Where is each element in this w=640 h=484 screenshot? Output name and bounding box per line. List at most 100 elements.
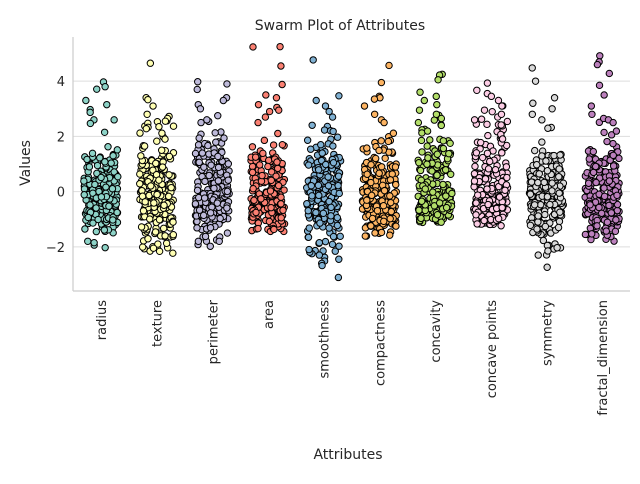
data-point	[386, 215, 394, 223]
data-point	[539, 236, 548, 245]
data-point	[367, 161, 375, 169]
data-point	[304, 233, 313, 241]
data-point	[272, 172, 280, 180]
data-point	[497, 121, 505, 129]
data-point	[613, 191, 621, 200]
data-point	[113, 146, 122, 154]
data-point	[470, 116, 479, 124]
data-point	[417, 136, 426, 145]
data-point	[219, 96, 228, 105]
data-point	[433, 100, 441, 109]
data-point	[470, 177, 479, 185]
data-point	[324, 173, 332, 181]
x-tick-label: radius	[95, 300, 110, 340]
data-point	[334, 172, 343, 180]
data-point	[97, 193, 106, 201]
data-point	[277, 62, 285, 70]
data-point	[609, 151, 617, 160]
data-point	[538, 152, 546, 160]
data-point	[316, 219, 324, 227]
data-point	[437, 114, 446, 123]
data-point	[429, 188, 437, 196]
data-point	[333, 133, 342, 141]
data-point	[434, 76, 442, 84]
data-point	[108, 185, 117, 193]
data-point	[204, 141, 212, 150]
data-point	[260, 136, 269, 145]
data-point	[249, 43, 257, 51]
data-point	[206, 209, 215, 217]
data-point	[480, 106, 489, 114]
data-point	[491, 165, 500, 174]
x-tick-label: concavity	[429, 300, 444, 363]
data-point	[92, 227, 101, 236]
data-point	[195, 206, 204, 214]
data-point	[602, 227, 610, 235]
data-point	[103, 100, 111, 109]
data-point	[495, 193, 504, 201]
data-point	[593, 222, 601, 230]
data-point	[249, 184, 257, 193]
data-point	[158, 163, 167, 171]
data-point	[321, 237, 330, 246]
data-point	[478, 153, 487, 162]
data-point	[88, 149, 97, 158]
data-point	[587, 102, 596, 110]
data-point	[191, 200, 200, 208]
data-point	[333, 221, 342, 230]
data-point	[392, 180, 400, 189]
data-point	[389, 129, 398, 137]
data-point	[439, 180, 447, 189]
data-point	[160, 201, 168, 209]
data-point	[254, 118, 262, 127]
data-point	[216, 214, 224, 223]
data-point	[320, 126, 329, 134]
data-point	[264, 162, 272, 171]
data-point	[483, 120, 491, 129]
data-point	[544, 124, 552, 132]
data-point	[543, 193, 552, 201]
data-point	[138, 243, 147, 251]
data-point	[497, 110, 506, 119]
data-point	[136, 129, 144, 137]
series-symmetry	[525, 64, 568, 271]
data-point	[277, 214, 285, 222]
data-point	[471, 162, 479, 171]
data-point	[203, 116, 211, 124]
data-point	[483, 79, 492, 87]
data-point	[195, 193, 203, 202]
data-point	[335, 92, 343, 100]
data-point	[600, 128, 608, 137]
data-point	[586, 201, 594, 209]
data-point	[600, 184, 608, 192]
data-point	[305, 224, 313, 232]
data-point	[266, 187, 275, 195]
data-point	[380, 186, 389, 195]
axes-frame	[72, 37, 630, 292]
data-point	[335, 189, 343, 198]
data-point	[267, 203, 275, 212]
data-point	[501, 186, 509, 194]
data-point	[104, 143, 112, 151]
data-point	[437, 218, 445, 226]
data-point	[97, 173, 105, 182]
data-point	[197, 118, 205, 127]
data-point	[494, 214, 503, 223]
data-point	[448, 189, 456, 198]
data-point	[435, 199, 444, 207]
data-point	[377, 163, 386, 171]
data-point	[476, 138, 485, 147]
data-point	[153, 137, 161, 145]
data-point	[193, 85, 201, 94]
data-point	[327, 212, 335, 220]
data-point	[309, 56, 317, 64]
data-point	[86, 108, 94, 117]
data-point	[494, 96, 503, 105]
data-point	[538, 116, 546, 124]
data-point	[162, 239, 171, 248]
data-point	[259, 149, 267, 158]
data-point	[308, 192, 316, 200]
data-point	[415, 206, 423, 214]
data-point	[484, 165, 493, 173]
data-point	[215, 237, 223, 246]
